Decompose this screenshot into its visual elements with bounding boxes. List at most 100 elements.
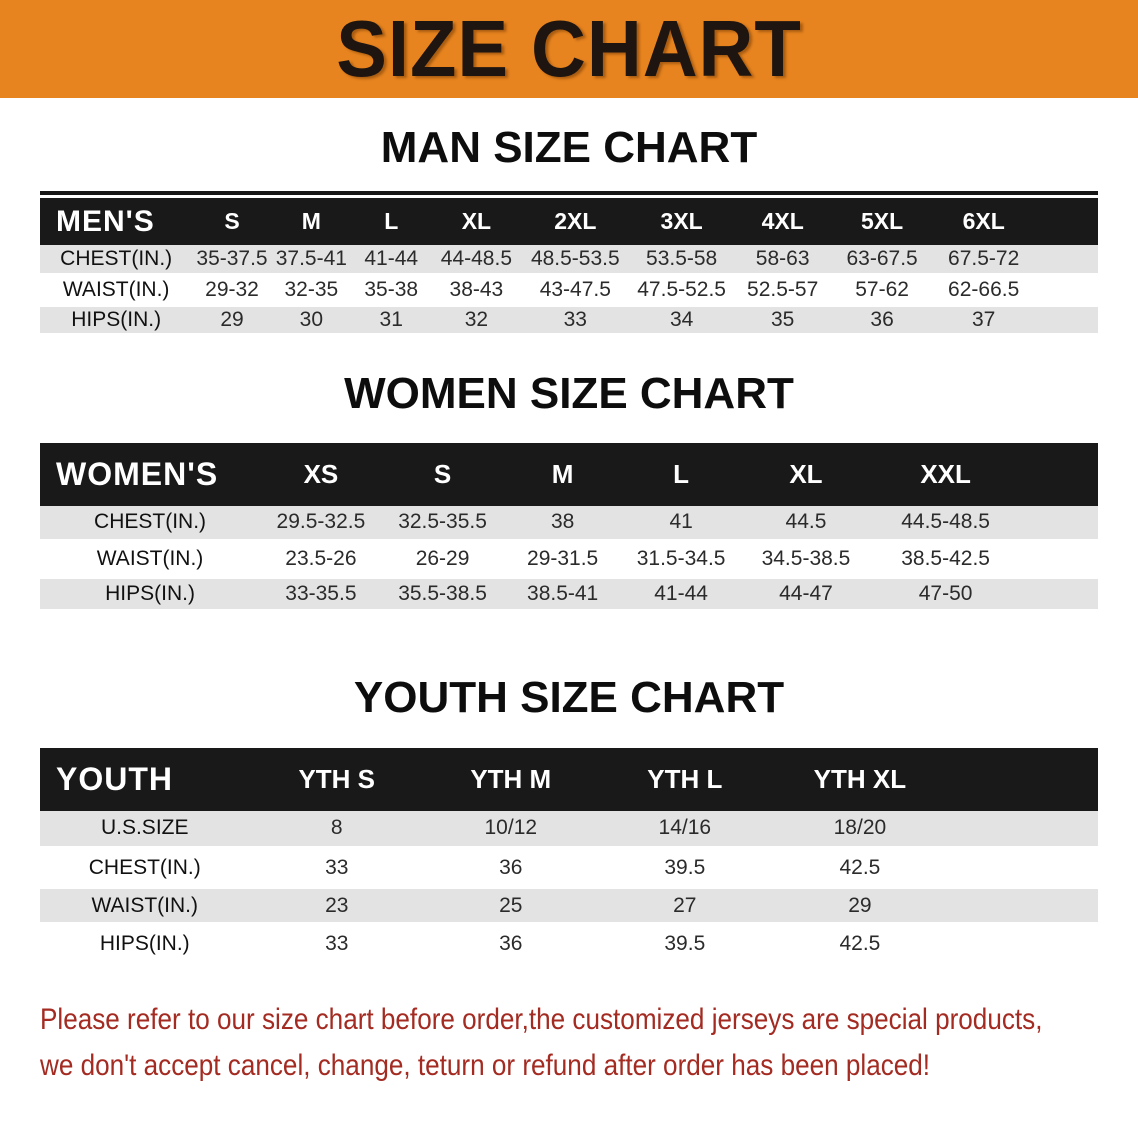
spacer-cell bbox=[947, 924, 1098, 965]
row-label: CHEST(IN.) bbox=[40, 506, 261, 544]
size-value-cell: 42.5 bbox=[772, 924, 948, 965]
disclaimer-line-2: we don't accept cancel, change, teturn o… bbox=[40, 1049, 931, 1082]
row-label: CHEST(IN.) bbox=[40, 848, 250, 889]
size-column-header: XXL bbox=[871, 443, 1020, 506]
spacer-cell bbox=[1034, 198, 1098, 245]
measurement-row: HIPS(IN.) 29 30 31 32 33 34 35 36 37 bbox=[40, 305, 1098, 337]
measurement-row: WAIST(IN.) 23 25 27 29 bbox=[40, 886, 1098, 927]
size-value-cell: 32 bbox=[431, 305, 522, 337]
size-column-header: M bbox=[503, 443, 622, 506]
size-value-cell: 31.5-34.5 bbox=[621, 541, 741, 579]
size-value-cell: 38-43 bbox=[431, 275, 522, 307]
size-value-cell: 44.5 bbox=[740, 506, 872, 544]
measurement-row: U.S.SIZE 8 10/12 14/16 18/20 bbox=[40, 810, 1098, 851]
row-label: WAIST(IN.) bbox=[40, 541, 261, 579]
size-value-cell: 34 bbox=[629, 305, 734, 337]
spacer-cell bbox=[1034, 305, 1098, 337]
spacer-cell bbox=[1019, 443, 1098, 506]
size-value-cell: 35.5-38.5 bbox=[381, 576, 504, 614]
size-column-header: 4XL bbox=[734, 198, 832, 245]
row-label: CHEST(IN.) bbox=[40, 245, 193, 277]
table-corner-label: MEN'S bbox=[40, 198, 193, 245]
size-value-cell: 43-47.5 bbox=[521, 275, 630, 307]
row-label: HIPS(IN.) bbox=[40, 305, 193, 337]
size-table-header-row: MEN'S S M L XL 2XL 3XL 4XL 5XL 6XL bbox=[40, 198, 1098, 245]
size-value-cell: 33 bbox=[521, 305, 630, 337]
size-column-header: L bbox=[351, 198, 432, 245]
size-value-cell: 26-29 bbox=[381, 541, 504, 579]
measurement-row: HIPS(IN.) 33 36 39.5 42.5 bbox=[40, 924, 1098, 965]
size-value-cell: 23.5-26 bbox=[260, 541, 382, 579]
size-value-cell: 29 bbox=[192, 305, 272, 337]
size-value-cell: 31 bbox=[351, 305, 432, 337]
youth-size-chart-heading: YOUTH SIZE CHART bbox=[353, 672, 785, 722]
size-value-cell: 48.5-53.5 bbox=[521, 245, 630, 277]
row-label: U.S.SIZE bbox=[40, 810, 250, 851]
size-column-header: 5XL bbox=[831, 198, 933, 245]
disclaimer-note: Please refer to our size chart before or… bbox=[40, 997, 1136, 1089]
size-column-header: XS bbox=[260, 443, 382, 506]
size-value-cell: 67.5-72 bbox=[932, 245, 1035, 277]
man-size-chart-heading: MAN SIZE CHART bbox=[380, 123, 758, 172]
size-chart-banner: SIZE CHART bbox=[0, 0, 1138, 98]
table-corner-label: YOUTH bbox=[40, 747, 250, 811]
size-value-cell: 62-66.5 bbox=[932, 275, 1035, 307]
row-label: HIPS(IN.) bbox=[40, 576, 261, 614]
spacer-cell bbox=[947, 810, 1098, 851]
spacer-cell bbox=[1019, 576, 1098, 614]
size-value-cell: 35-37.5 bbox=[192, 245, 272, 277]
size-value-cell: 63-67.5 bbox=[831, 245, 933, 277]
size-column-header: YTH XL bbox=[772, 747, 948, 811]
size-column-header: 2XL bbox=[521, 198, 630, 245]
size-value-cell: 32.5-35.5 bbox=[381, 506, 504, 544]
size-value-cell: 25 bbox=[424, 886, 598, 927]
measurement-row: CHEST(IN.) 35-37.5 37.5-41 41-44 44-48.5 48.5… bbox=[40, 245, 1098, 277]
women-size-table: WOMEN'S XS S M L XL XXL CHEST(IN.) 29.5-32.5 32.5… bbox=[40, 443, 1098, 614]
size-value-cell: 36 bbox=[424, 848, 598, 889]
size-value-cell: 29-31.5 bbox=[503, 541, 622, 579]
size-table-header-row: YOUTH YTH S YTH M YTH L YTH XL bbox=[40, 747, 1098, 811]
size-column-header: YTH S bbox=[249, 747, 425, 811]
size-value-cell: 44-47 bbox=[740, 576, 872, 614]
size-value-cell: 38.5-41 bbox=[503, 576, 622, 614]
size-value-cell: 23 bbox=[249, 886, 425, 927]
size-value-cell: 36 bbox=[831, 305, 933, 337]
size-column-header: YTH M bbox=[424, 747, 598, 811]
size-column-header: XL bbox=[740, 443, 872, 506]
row-label: HIPS(IN.) bbox=[40, 924, 250, 965]
table-corner-label: WOMEN'S bbox=[40, 443, 261, 506]
size-value-cell: 36 bbox=[424, 924, 598, 965]
size-value-cell: 33 bbox=[249, 848, 425, 889]
measurement-row: WAIST(IN.) 29-32 32-35 35-38 38-43 43-47.5 47.… bbox=[40, 275, 1098, 307]
size-value-cell: 10/12 bbox=[424, 810, 598, 851]
banner-title: SIZE CHART bbox=[336, 4, 802, 93]
size-value-cell: 37.5-41 bbox=[271, 245, 352, 277]
spacer-cell bbox=[1019, 506, 1098, 544]
row-label: WAIST(IN.) bbox=[40, 886, 250, 927]
measurement-row: CHEST(IN.) 29.5-32.5 32.5-35.5 38 41 44.5 44.5… bbox=[40, 506, 1098, 544]
size-value-cell: 14/16 bbox=[597, 810, 773, 851]
size-value-cell: 38 bbox=[503, 506, 622, 544]
size-value-cell: 29 bbox=[772, 886, 948, 927]
size-value-cell: 53.5-58 bbox=[629, 245, 734, 277]
disclaimer-line-1: Please refer to our size chart before or… bbox=[40, 1003, 1043, 1036]
size-column-header: M bbox=[271, 198, 352, 245]
size-value-cell: 57-62 bbox=[831, 275, 933, 307]
size-value-cell: 35 bbox=[734, 305, 832, 337]
spacer-cell bbox=[1034, 275, 1098, 307]
size-column-header: 6XL bbox=[932, 198, 1035, 245]
spacer-cell bbox=[947, 747, 1098, 811]
size-value-cell: 27 bbox=[597, 886, 773, 927]
size-value-cell: 35-38 bbox=[351, 275, 432, 307]
size-value-cell: 38.5-42.5 bbox=[871, 541, 1020, 579]
size-column-header: 3XL bbox=[629, 198, 734, 245]
size-value-cell: 18/20 bbox=[772, 810, 948, 851]
size-value-cell: 41 bbox=[621, 506, 741, 544]
spacer-cell bbox=[947, 886, 1098, 927]
men-size-table: MEN'S S M L XL 2XL 3XL 4XL 5XL 6XL CHEST(IN.) 35-37… bbox=[40, 198, 1098, 337]
size-table-header-row: WOMEN'S XS S M L XL XXL bbox=[40, 443, 1098, 506]
size-value-cell: 47.5-52.5 bbox=[629, 275, 734, 307]
size-value-cell: 29-32 bbox=[192, 275, 272, 307]
size-value-cell: 44-48.5 bbox=[431, 245, 522, 277]
